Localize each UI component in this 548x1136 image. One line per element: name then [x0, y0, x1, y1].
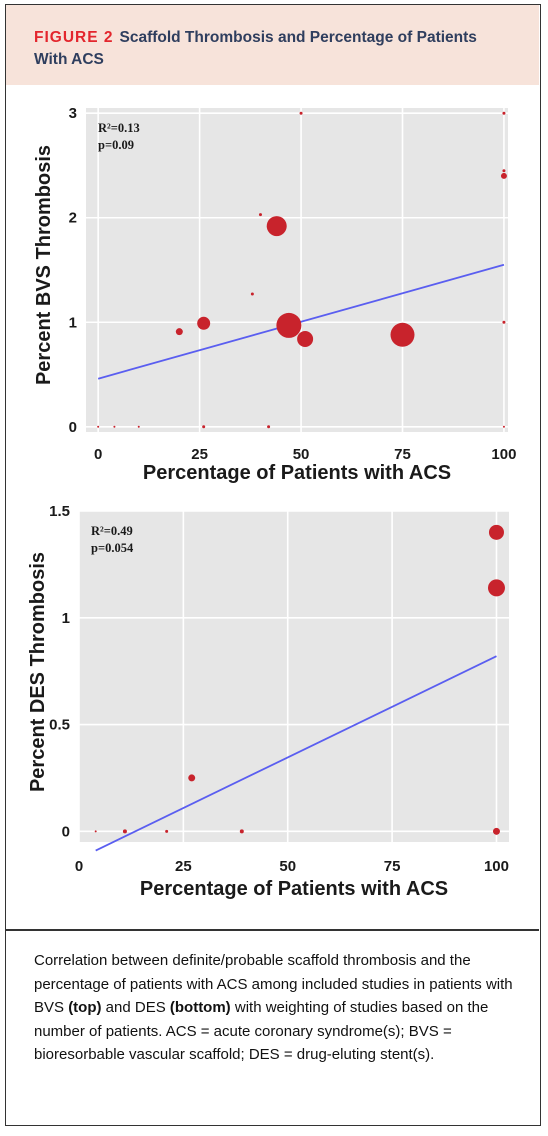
figure-frame: FIGURE 2 Scaffold Thrombosis and Percenta… [5, 4, 541, 1126]
chart2-plot-area [79, 511, 509, 842]
chart2-data-point [165, 829, 169, 833]
chart1-data-point [502, 425, 505, 428]
chart2-y-tick-label: 1 [62, 610, 70, 627]
chart1-data-point [202, 425, 206, 429]
chart1-x-tick-label: 100 [491, 446, 516, 463]
caption-bold-bottom: (bottom) [169, 999, 231, 1016]
chart1-y-tick-label: 1 [69, 314, 77, 331]
chart1-p-value: p=0.09 [98, 138, 134, 152]
chart1-data-point [113, 425, 116, 428]
chart1-x-axis-label: Percentage of Patients with ACS [143, 462, 451, 484]
chart1-data-point [276, 312, 302, 338]
chart1-data-point [137, 425, 140, 428]
figure-label: FIGURE 2 [34, 29, 114, 46]
caption-text-1: Correlation between definite/probable sc… [34, 952, 513, 1016]
chart2-x-tick-label: 100 [484, 858, 509, 875]
caption-divider [6, 929, 539, 931]
chart2-r-squared: R²=0.49 [91, 524, 133, 538]
chart2-data-point [239, 829, 244, 834]
chart1-data-point [299, 111, 303, 115]
chart2-data-point [122, 829, 127, 834]
chart1-data-point [500, 172, 507, 179]
chart1-y-tick-label: 3 [69, 105, 77, 122]
chart1-data-point [390, 322, 415, 347]
chart1-data-point [502, 169, 506, 173]
chart2-y-axis-label: Percent DES Thrombosis [27, 552, 49, 792]
chart1-data-point [250, 292, 254, 296]
caption-bold-top: (top) [68, 999, 102, 1016]
chart1-x-tick-label: 75 [394, 446, 411, 463]
figure-title: FIGURE 2 Scaffold Thrombosis and Percenta… [34, 27, 514, 71]
figure-header: FIGURE 2 Scaffold Thrombosis and Percenta… [6, 5, 539, 85]
chart1-data-point [502, 320, 506, 324]
chart1-data-point [266, 216, 287, 237]
figure-title-text: Scaffold Thrombosis and Percentage of Pa… [34, 29, 477, 68]
chart2-p-value: p=0.054 [91, 541, 134, 555]
chart2-x-tick-label: 25 [175, 858, 192, 875]
chart1-fit-line [97, 263, 505, 380]
chart1-r-squared: R²=0.13 [98, 121, 140, 135]
chart2-data-point [94, 830, 97, 833]
chart2-x-tick-label: 50 [279, 858, 296, 875]
chart2-x-tick-label: 0 [75, 858, 83, 875]
chart1-data-point [197, 316, 211, 330]
chart1-y-axis-label: Percent BVS Thrombosis [33, 145, 55, 385]
chart2-x-tick-label: 75 [384, 858, 401, 875]
figure-caption: Correlation between definite/probable sc… [34, 949, 519, 1067]
chart2-fit-line [95, 655, 497, 852]
chart1-x-tick-label: 50 [293, 446, 310, 463]
chart2-y-tick-label: 0.5 [49, 717, 70, 734]
chart1-data-point [258, 213, 262, 217]
chart2-y-tick-label: 1.5 [49, 503, 70, 520]
chart1-data-point [267, 425, 271, 429]
chart2-data-point [188, 774, 196, 782]
chart2-y-tick-label: 0 [62, 823, 70, 840]
chart2-x-axis-label: Percentage of Patients with ACS [140, 878, 448, 900]
chart1-y-tick-label: 2 [69, 210, 77, 227]
chart2-data-point [488, 524, 504, 540]
chart2-data-point [487, 579, 505, 597]
chart1-plot-area [86, 108, 508, 432]
chart1-x-tick-label: 25 [191, 446, 208, 463]
caption-text-2: and DES [101, 999, 170, 1016]
caption-text-3: with weighting of studies based on the n… [34, 999, 489, 1063]
chart1-data-point [297, 330, 314, 347]
chart1-data-point [175, 328, 183, 336]
chart1-x-tick-label: 0 [94, 446, 102, 463]
chart2-data-point [492, 827, 500, 835]
chart1-data-point [97, 425, 100, 428]
chart1-data-point [502, 111, 506, 115]
chart1-y-tick-label: 0 [69, 419, 77, 436]
